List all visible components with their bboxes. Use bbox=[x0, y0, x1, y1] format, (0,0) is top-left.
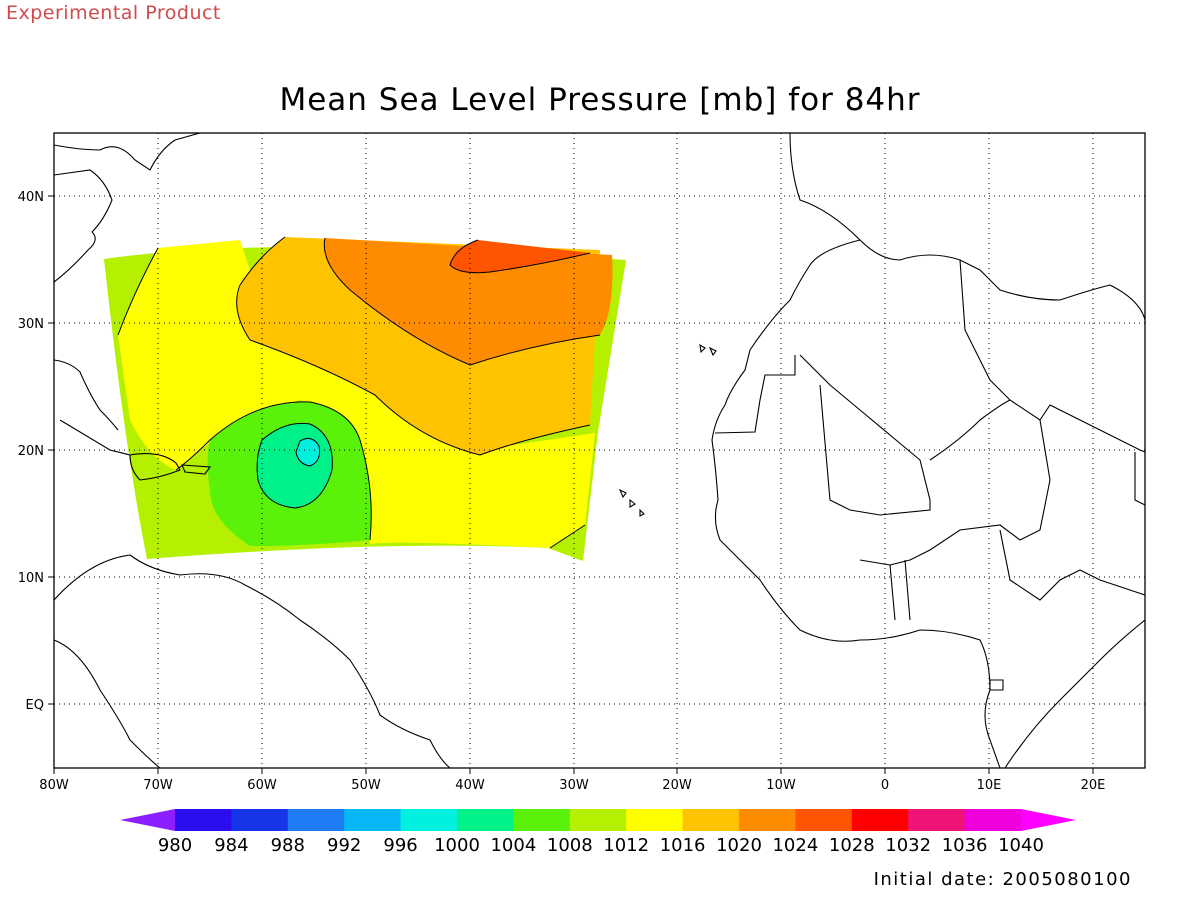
coastlines bbox=[54, 133, 1145, 768]
colorbar-swatch bbox=[964, 809, 1022, 831]
colorbar-swatch bbox=[569, 809, 627, 831]
x-tick-label: 80W bbox=[39, 778, 69, 793]
x-tick-label: 10E bbox=[977, 778, 1002, 793]
colorbar-label: 1032 bbox=[885, 835, 931, 856]
graticule bbox=[54, 133, 1145, 768]
colorbar-label: 1036 bbox=[942, 835, 988, 856]
colorbar-swatch bbox=[287, 809, 345, 831]
colorbar-label: 1000 bbox=[434, 835, 480, 856]
colorbar-label: 1012 bbox=[603, 835, 649, 856]
y-tick-label: 40N bbox=[18, 190, 44, 205]
colorbar-label: 1024 bbox=[772, 835, 818, 856]
x-tick-label: 60W bbox=[247, 778, 277, 793]
y-tick-label: 10N bbox=[18, 571, 44, 586]
colorbar-swatch bbox=[908, 809, 966, 831]
x-tick-label: 20E bbox=[1081, 778, 1106, 793]
x-tick-label: 70W bbox=[143, 778, 173, 793]
colorbar-label: 1004 bbox=[490, 835, 536, 856]
colorbar-swatch bbox=[851, 809, 909, 831]
band-1020-1024 bbox=[324, 238, 613, 365]
colorbar-label: 1008 bbox=[547, 835, 593, 856]
colorbar-label: 984 bbox=[214, 835, 248, 856]
y-tick-label: 30N bbox=[18, 317, 44, 332]
colorbar-swatch bbox=[344, 809, 402, 831]
colorbar-label: 1020 bbox=[716, 835, 762, 856]
colorbar-swatch bbox=[231, 809, 289, 831]
colorbar-label: 996 bbox=[383, 835, 417, 856]
pressure-field bbox=[104, 236, 626, 561]
x-tick-label: 40W bbox=[455, 778, 485, 793]
initial-date-label: Initial date: 2005080100 bbox=[873, 869, 1132, 890]
colorbar-swatch bbox=[400, 809, 458, 831]
colorbar-low-arrow bbox=[120, 809, 175, 831]
tick-marks bbox=[48, 195, 1094, 774]
map-title: Mean Sea Level Pressure [mb] for 84hr bbox=[279, 82, 921, 118]
band-996-1000 bbox=[296, 438, 320, 466]
x-axis-labels: 80W 70W 60W 50W 40W 30W 20W 10W 0 10E 20… bbox=[39, 778, 1105, 793]
colorbar-label: 1016 bbox=[660, 835, 706, 856]
colorbar-swatch bbox=[513, 809, 571, 831]
x-tick-label: 10W bbox=[766, 778, 796, 793]
y-axis-labels: 40N 30N 20N 10N EQ bbox=[18, 190, 44, 713]
colorbar-label: 992 bbox=[327, 835, 361, 856]
experimental-product-label: Experimental Product bbox=[6, 2, 221, 24]
colorbar-label: 988 bbox=[271, 835, 305, 856]
colorbar-swatch bbox=[626, 809, 684, 831]
x-tick-label: 0 bbox=[881, 778, 889, 793]
colorbar-swatch bbox=[795, 809, 853, 831]
colorbar-swatch bbox=[457, 809, 514, 831]
colorbar-swatch bbox=[175, 809, 232, 831]
x-tick-label: 20W bbox=[662, 778, 692, 793]
colorbar-label: 1040 bbox=[998, 835, 1044, 856]
colorbar-high-arrow bbox=[1021, 809, 1076, 831]
x-tick-label: 30W bbox=[559, 778, 589, 793]
x-tick-label: 50W bbox=[351, 778, 381, 793]
colorbar-label: 980 bbox=[158, 835, 192, 856]
colorbar-swatch bbox=[739, 809, 796, 831]
y-tick-label: EQ bbox=[26, 698, 44, 713]
colorbar-swatch bbox=[682, 809, 740, 831]
band-1012-1016 bbox=[118, 240, 595, 548]
band-1024-1028 bbox=[450, 240, 590, 273]
y-tick-label: 20N bbox=[18, 444, 44, 459]
colorbar: 980 984 988 992 996 1000 1004 1008 1012 1016 1020 1… bbox=[120, 809, 1076, 856]
colorbar-label: 1028 bbox=[829, 835, 875, 856]
